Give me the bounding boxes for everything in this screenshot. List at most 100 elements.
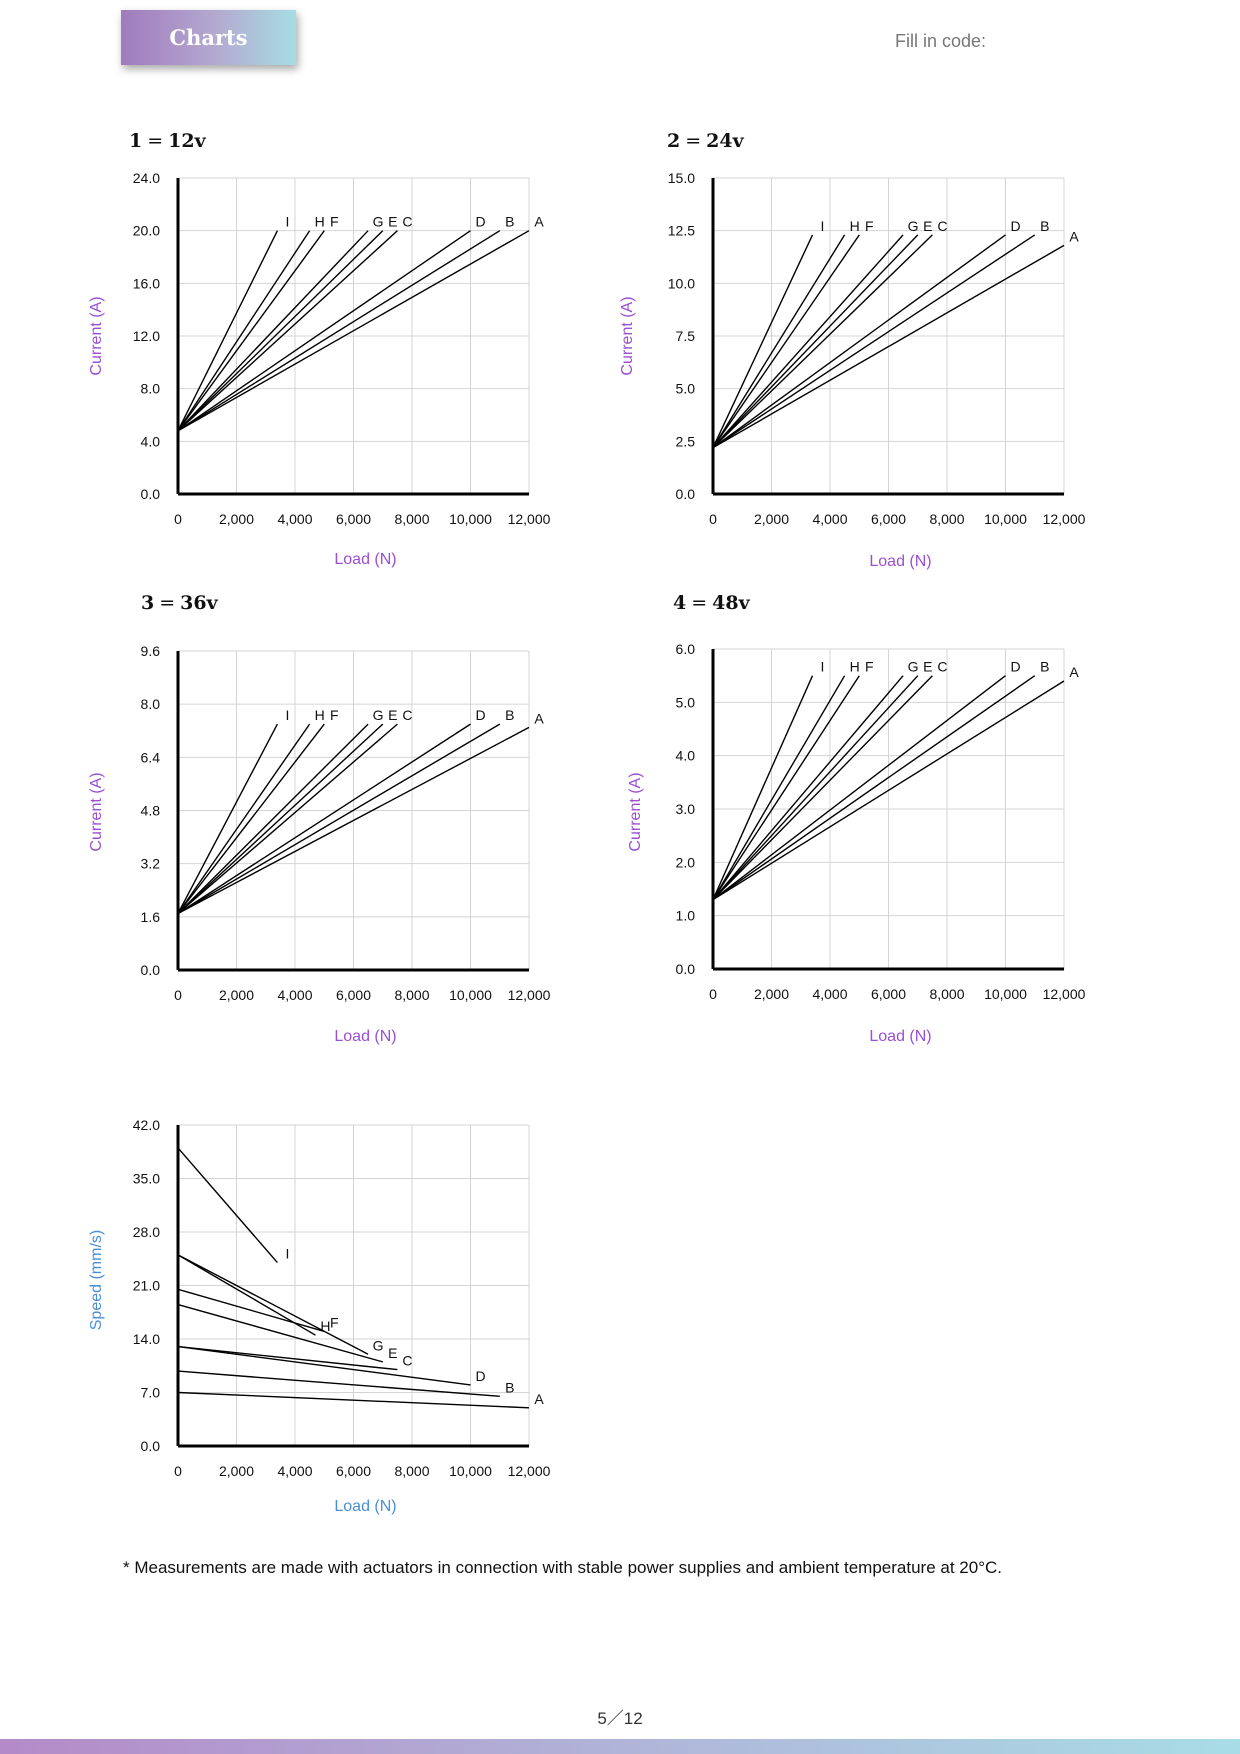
y-tick-label: 15.0 bbox=[668, 170, 695, 186]
x-tick-label: 2,000 bbox=[219, 1463, 254, 1479]
series-line-D bbox=[712, 234, 1006, 449]
x-tick-label: 8,000 bbox=[394, 511, 429, 527]
y-tick-label: 5.0 bbox=[676, 694, 696, 710]
y-tick-label: 4.0 bbox=[676, 748, 696, 764]
series-line-G bbox=[177, 723, 369, 914]
series-label-D: D bbox=[1010, 659, 1020, 675]
series-label-E: E bbox=[388, 1345, 397, 1361]
header-title: Charts bbox=[169, 25, 248, 50]
chart-3: 0 2,000 4,000 6,000 8,000 10,000 12,000 0.0 1.6 3… bbox=[88, 643, 551, 1045]
y-tick-label: 2.0 bbox=[676, 854, 696, 870]
series-label-F: F bbox=[330, 1314, 339, 1330]
y-tick-label: 0.0 bbox=[141, 962, 161, 978]
x-tick-label: 4,000 bbox=[277, 987, 312, 1003]
series-line-C bbox=[177, 723, 398, 915]
series-line-B bbox=[712, 675, 1036, 901]
y-tick-label: 0.0 bbox=[141, 486, 161, 502]
series-line-I bbox=[712, 234, 814, 448]
series-label-C: C bbox=[402, 707, 412, 723]
x-tick-label: 6,000 bbox=[336, 987, 371, 1003]
y-axis-label: Current (A) bbox=[88, 296, 105, 375]
series-line-B bbox=[177, 1370, 500, 1397]
series-line-A bbox=[177, 726, 530, 915]
y-tick-label: 42.0 bbox=[133, 1117, 160, 1133]
y-tick-label: 12.0 bbox=[133, 328, 160, 344]
series-line-B bbox=[177, 230, 501, 432]
series-line-H bbox=[712, 234, 846, 449]
y-tick-label: 2.5 bbox=[676, 433, 696, 449]
x-tick-label: 12,000 bbox=[1043, 511, 1086, 527]
series-line-F bbox=[177, 723, 325, 914]
x-axis-label: Load (N) bbox=[869, 553, 931, 570]
series-line-H bbox=[177, 230, 311, 432]
y-axis-label: Speed (mm/s) bbox=[88, 1230, 105, 1330]
y-tick-label: 3.0 bbox=[676, 801, 696, 817]
series-label-I: I bbox=[286, 707, 290, 723]
chart-4: 0 2,000 4,000 6,000 8,000 10,000 12,000 0.0 1.0 2… bbox=[627, 641, 1086, 1045]
x-tick-label: 10,000 bbox=[449, 511, 492, 527]
x-tick-label: 4,000 bbox=[812, 986, 847, 1002]
series-line-E bbox=[177, 1303, 383, 1363]
y-tick-label: 6.4 bbox=[141, 749, 161, 765]
chart-3-title-eq: = bbox=[159, 592, 176, 614]
chart-4-title-eq: = bbox=[691, 592, 708, 614]
series-label-D: D bbox=[1010, 218, 1020, 234]
series-line-I bbox=[177, 1147, 278, 1264]
footnote: * Measurements are made with actuators i… bbox=[123, 1558, 1002, 1577]
series-label-I: I bbox=[821, 659, 825, 675]
series-label-D: D bbox=[475, 1368, 485, 1384]
x-tick-label: 10,000 bbox=[984, 511, 1027, 527]
x-tick-label: 0 bbox=[709, 511, 717, 527]
series-label-F: F bbox=[865, 659, 874, 675]
y-tick-label: 35.0 bbox=[133, 1171, 160, 1187]
x-tick-label: 8,000 bbox=[394, 987, 429, 1003]
header-tab: Charts bbox=[121, 10, 296, 65]
chart-1: 0 2,000 4,000 6,000 8,000 10,000 12,000 0.0 4.0 8… bbox=[88, 170, 551, 568]
x-axis-label: Load (N) bbox=[334, 551, 396, 568]
chart-3-title: 3 = 36v bbox=[141, 592, 218, 614]
series-label-G: G bbox=[373, 214, 384, 230]
series-label-C: C bbox=[402, 214, 412, 230]
series-line-G bbox=[712, 675, 904, 901]
series-line-I bbox=[177, 230, 279, 432]
bottom-gradient-bar bbox=[0, 1739, 1240, 1754]
series-label-H: H bbox=[850, 218, 860, 234]
series-label-I: I bbox=[286, 214, 290, 230]
series-line-D bbox=[177, 723, 471, 915]
chart-5: 0 2,000 4,000 6,000 8,000 10,000 12,000 0.0 7.0 1… bbox=[88, 1117, 551, 1515]
series-label-H: H bbox=[315, 707, 325, 723]
y-tick-label: 8.0 bbox=[141, 696, 161, 712]
series-line-C bbox=[712, 234, 933, 449]
series-label-C: C bbox=[937, 218, 947, 234]
chart-1-title-eq: = bbox=[147, 130, 164, 152]
series-line-I bbox=[712, 675, 814, 900]
series-line-E bbox=[712, 675, 919, 901]
chart-1-title-number: 1 bbox=[129, 130, 143, 152]
y-tick-label: 16.0 bbox=[133, 275, 160, 291]
chart-2-title-eq: = bbox=[685, 130, 702, 152]
y-tick-label: 10.0 bbox=[668, 275, 695, 291]
series-line-F bbox=[712, 675, 860, 901]
x-tick-label: 6,000 bbox=[336, 511, 371, 527]
chart-2: 0 2,000 4,000 6,000 8,000 10,000 12,000 0.0 2.5 5… bbox=[619, 170, 1086, 570]
series-line-C bbox=[177, 230, 398, 432]
y-tick-label: 12.5 bbox=[668, 223, 695, 239]
y-tick-label: 0.0 bbox=[676, 961, 696, 977]
series-line-C bbox=[712, 675, 933, 901]
y-tick-label: 14.0 bbox=[133, 1331, 160, 1347]
series-label-G: G bbox=[908, 659, 919, 675]
x-axis-label: Load (N) bbox=[869, 1028, 931, 1045]
series-label-G: G bbox=[908, 218, 919, 234]
y-tick-label: 3.2 bbox=[141, 856, 161, 872]
series-line-A bbox=[712, 244, 1065, 449]
series-line-E bbox=[177, 230, 384, 432]
x-tick-label: 4,000 bbox=[277, 1463, 312, 1479]
x-tick-label: 0 bbox=[709, 986, 717, 1002]
series-label-E: E bbox=[388, 214, 397, 230]
x-tick-label: 6,000 bbox=[871, 511, 906, 527]
series-line-B bbox=[712, 234, 1036, 449]
x-tick-label: 0 bbox=[174, 1463, 182, 1479]
y-tick-label: 21.0 bbox=[133, 1278, 160, 1294]
x-tick-label: 8,000 bbox=[929, 986, 964, 1002]
series-label-F: F bbox=[330, 214, 339, 230]
